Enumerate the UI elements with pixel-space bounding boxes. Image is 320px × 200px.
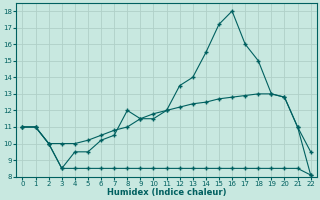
X-axis label: Humidex (Indice chaleur): Humidex (Indice chaleur) — [107, 188, 226, 197]
